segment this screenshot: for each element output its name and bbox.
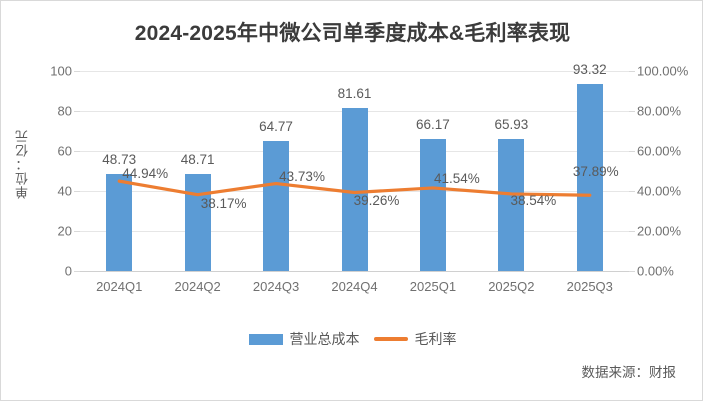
- bar-swatch-icon: [248, 333, 283, 345]
- y2-tick-mark: [629, 191, 635, 192]
- y2-axis-tick-label: 80.00%: [637, 103, 682, 119]
- line-value-label: 38.17%: [200, 195, 247, 211]
- x-axis-tick-label: 2024Q4: [331, 279, 378, 294]
- y2-axis-tick-label: 60.00%: [637, 143, 682, 159]
- line-value-label: 37.89%: [572, 164, 619, 180]
- bar-value-label: 81.61: [337, 85, 372, 101]
- y2-tick-mark: [629, 111, 635, 112]
- axis-baseline: [80, 271, 629, 272]
- margin-line-series: [117, 179, 592, 197]
- y-tick-mark: [74, 151, 80, 152]
- y2-axis-tick-label: 0.00%: [637, 263, 674, 279]
- y-axis-tick-label: 20: [57, 223, 72, 239]
- y-tick-mark: [74, 231, 80, 232]
- margin-line-path: [117, 179, 592, 197]
- line-value-label: 43.73%: [279, 168, 325, 184]
- y2-tick-mark: [629, 151, 635, 152]
- bar-value-label: 64.77: [259, 119, 293, 135]
- line-swatch-icon: [373, 337, 408, 341]
- y-axis-tick-label: 80: [57, 103, 72, 119]
- chart-legend: 营业总成本 毛利率: [1, 329, 702, 349]
- x-axis-tick-label: 2025Q1: [409, 279, 457, 294]
- bar[interactable]: [106, 173, 133, 271]
- bar[interactable]: [263, 141, 290, 271]
- bar[interactable]: [498, 139, 525, 271]
- chart-title: 2024-2025年中微公司单季度成本&毛利率表现: [134, 22, 571, 45]
- y-tick-mark: [74, 71, 80, 72]
- line-value-label: 38.54%: [510, 192, 557, 208]
- gridline: [80, 71, 629, 72]
- y2-tick-mark: [629, 71, 635, 72]
- y2-tick-mark: [629, 271, 635, 272]
- x-axis-tick-label: 2025Q3: [566, 279, 613, 294]
- bar[interactable]: [184, 173, 211, 271]
- legend-label-cost: 营业总成本: [289, 331, 360, 347]
- line-value-label: 39.26%: [353, 193, 400, 209]
- y2-axis-tick-label: 100.00%: [637, 63, 689, 79]
- x-axis-tick-label: 2025Q2: [488, 279, 535, 294]
- x-axis-tick-label: 2024Q3: [252, 279, 300, 294]
- line-value-label: 41.54%: [434, 170, 480, 186]
- y-axis-tick-label: 100: [50, 63, 72, 79]
- bar-value-label: 48.71: [180, 151, 215, 167]
- y2-axis-tick-label: 20.00%: [637, 223, 682, 239]
- bar-value-label: 48.73: [102, 151, 137, 167]
- bar-value-label: 65.93: [494, 117, 529, 133]
- bar-value-label: 93.32: [572, 62, 607, 78]
- line-value-label: 44.94%: [122, 166, 169, 182]
- source-note: 数据来源：财报: [581, 365, 677, 380]
- bar[interactable]: [341, 107, 368, 271]
- y-axis-tick-label: 60: [57, 143, 72, 159]
- y-tick-mark: [74, 111, 80, 112]
- bar[interactable]: [419, 138, 446, 271]
- plot-area: 0 0.00% 20 20.00% 40 40.00% 60 60.00% 80 80.00% 10…: [50, 62, 688, 278]
- y-tick-mark: [74, 191, 80, 192]
- x-axis-tick-label: 2024Q1: [96, 279, 143, 294]
- x-axis-tick-label: 2024Q2: [174, 279, 221, 294]
- legend-item-margin[interactable]: 毛利率: [373, 329, 457, 349]
- bar-value-label: 66.17: [416, 116, 450, 132]
- y-tick-mark: [74, 271, 80, 272]
- legend-label-margin: 毛利率: [414, 331, 457, 347]
- y-axis-tick-label: 0: [64, 263, 72, 279]
- y2-axis-tick-label: 40.00%: [637, 183, 682, 199]
- bar[interactable]: [576, 84, 603, 271]
- y2-tick-mark: [629, 231, 635, 232]
- y-axis-tick-label: 40: [57, 183, 72, 199]
- legend-item-cost[interactable]: 营业总成本: [248, 329, 360, 349]
